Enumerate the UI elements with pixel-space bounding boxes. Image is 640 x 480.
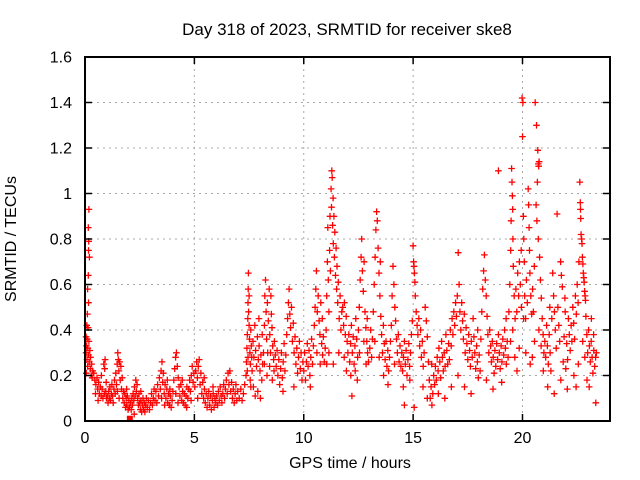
x-tick-label: 0	[81, 430, 90, 447]
x-axis-label: GPS time / hours	[289, 455, 411, 472]
y-tick-label: 1.4	[50, 95, 72, 112]
x-tick-label: 10	[295, 430, 313, 447]
y-tick-label: 0.4	[50, 323, 72, 340]
gridlines	[85, 57, 610, 421]
y-tick-label: 1.6	[50, 50, 72, 67]
data-points	[82, 94, 600, 422]
y-tick-label: 1.2	[50, 141, 72, 158]
chart-title: Day 318 of 2023, SRMTID for receiver ske…	[182, 20, 512, 39]
x-tick-label: 5	[190, 430, 199, 447]
y-tick-label: 0	[63, 414, 72, 431]
tick-labels: 0 5 10 15 20 0 0.2 0.4 0.6 0.8 1 1.2 1.4 1.6	[50, 50, 532, 448]
y-axis-label: SRMTID / TECUs	[3, 176, 20, 302]
y-tick-label: 0.2	[50, 368, 72, 385]
y-tick-label: 0.6	[50, 277, 72, 294]
scatter-square-marker	[126, 415, 133, 422]
scatter-series-plus-markers	[82, 94, 600, 418]
plot-frame	[84, 56, 611, 422]
x-tick-label: 15	[404, 430, 422, 447]
x-tick-label: 20	[514, 430, 532, 447]
y-tick-label: 0.8	[50, 232, 72, 249]
y-tick-label: 1	[63, 186, 72, 203]
